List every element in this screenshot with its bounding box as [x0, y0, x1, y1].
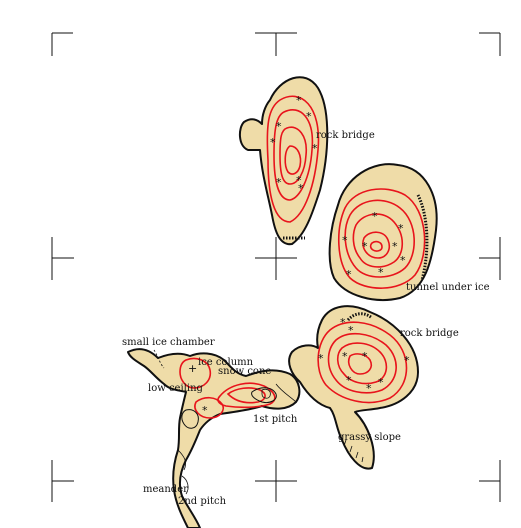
- svg-text:*: *: [276, 176, 282, 189]
- svg-text:*: *: [362, 240, 368, 253]
- svg-text:*: *: [318, 352, 324, 365]
- svg-text:*: *: [348, 324, 354, 337]
- svg-text:+: +: [188, 362, 197, 375]
- svg-text:*: *: [400, 254, 406, 267]
- label-rock-bridge-upper: rock bridge: [316, 130, 375, 141]
- label-ice-column: ice column: [198, 357, 254, 368]
- svg-text:*: *: [342, 234, 348, 247]
- svg-text:*: *: [298, 182, 304, 195]
- svg-text:*: *: [202, 404, 208, 417]
- label-first-pitch: 1st pitch: [253, 414, 298, 425]
- western-passage: + *: [127, 348, 301, 528]
- svg-text:*: *: [378, 266, 384, 279]
- svg-text:*: *: [392, 240, 398, 253]
- label-tunnel-under-ice: tunnel under ice: [406, 282, 490, 293]
- label-rock-bridge-lower: rock bridge: [400, 328, 459, 339]
- svg-text:*: *: [296, 94, 302, 107]
- label-meander: meander: [143, 484, 188, 495]
- svg-text:*: *: [306, 110, 312, 123]
- label-grassy-slope: grassy slope: [338, 432, 401, 443]
- map-labels: rock bridge tunnel under ice rock bridge…: [122, 130, 490, 507]
- label-second-pitch: 2nd pitch: [178, 496, 227, 507]
- svg-text:*: *: [378, 376, 384, 389]
- svg-text:*: *: [398, 222, 404, 235]
- label-low-ceiling: low ceiling: [148, 383, 204, 394]
- label-small-ice-chamber: small ice chamber: [122, 337, 215, 348]
- svg-text:*: *: [362, 350, 368, 363]
- svg-text:*: *: [296, 174, 302, 187]
- label-snow-cone: snow cone: [218, 366, 271, 377]
- upper-ice-chamber: * * * * * * * *: [238, 76, 329, 246]
- svg-text:*: *: [342, 350, 348, 363]
- svg-text:*: *: [366, 382, 372, 395]
- svg-text:*: *: [372, 210, 378, 223]
- svg-text:*: *: [312, 142, 318, 155]
- lower-ice-chamber: * * * * * * * * *: [288, 305, 419, 470]
- svg-text:*: *: [346, 374, 352, 387]
- svg-text:*: *: [270, 136, 276, 149]
- svg-text:*: *: [404, 354, 410, 367]
- svg-text:*: *: [340, 316, 346, 329]
- svg-text:*: *: [276, 120, 282, 133]
- crop-marks: [51, 32, 501, 502]
- svg-text:*: *: [346, 268, 352, 281]
- middle-ice-chamber: * * * * * * * *: [328, 163, 438, 301]
